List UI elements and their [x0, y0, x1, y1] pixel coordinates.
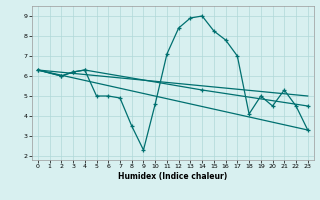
- X-axis label: Humidex (Indice chaleur): Humidex (Indice chaleur): [118, 172, 228, 181]
